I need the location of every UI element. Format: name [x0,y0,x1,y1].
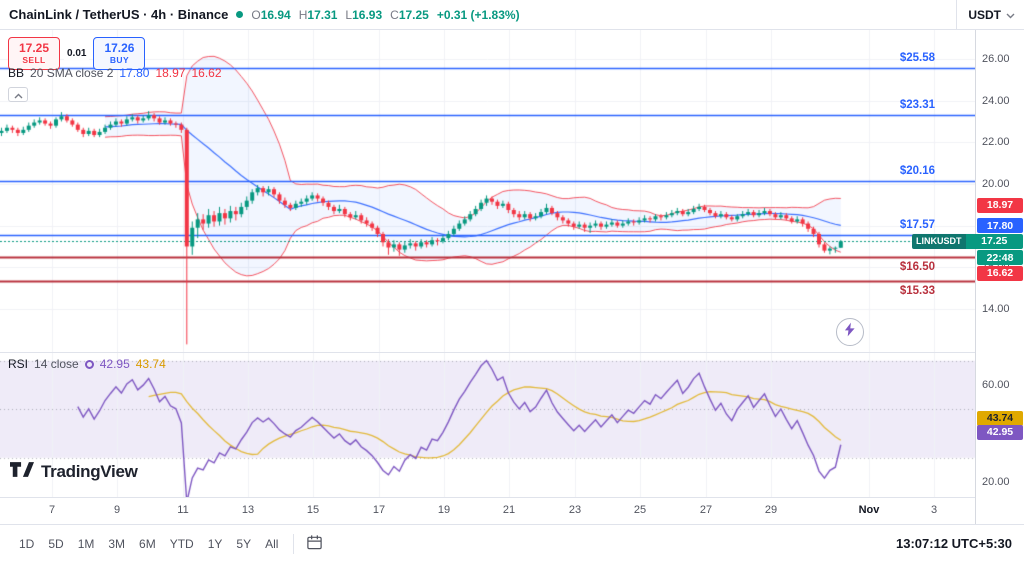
time-axis-tick: 25 [633,504,647,516]
currency-selector[interactable]: USDT [956,0,1015,29]
chart-header: ChainLink / TetherUS · 4h · Binance O16.… [0,0,1024,30]
rsi-value: 42.95 [99,357,130,371]
change-value: +0.31 (+1.83%) [436,7,520,22]
ohlc-readout: O16.94 H17.31 L16.93 C17.25 +0.31 (+1.83… [251,7,520,22]
market-status-dot [236,11,244,18]
range-button-5y[interactable]: 5Y [229,532,258,556]
bar-countdown-badge: 22:48 [977,250,1023,266]
rsi-axis-tick: 20.00 [982,476,1010,488]
time-axis-tick: 9 [113,504,121,516]
symbol-title[interactable]: ChainLink / TetherUS · 4h · Binance [9,7,229,22]
time-axis-tick: 23 [568,504,582,516]
price-axis-tick: 24.00 [982,94,1010,107]
rsi-ma-value: 43.74 [135,357,166,371]
rsi-indicator-legend[interactable]: RSI 14 close 42.95 43.74 [8,357,166,371]
time-axis-tick: 3 [930,504,938,516]
range-button-1d[interactable]: 1D [12,532,41,556]
time-axis-tick: 21 [502,504,516,516]
bb-basis-value: 17.80 [119,66,150,80]
range-button-ytd[interactable]: YTD [163,532,201,556]
time-axis-tick: 29 [764,504,778,516]
spread-value: 0.01 [64,47,90,60]
main-chart-canvas[interactable] [0,30,975,352]
price-axis-tick: 20.00 [982,177,1010,190]
range-button-5d[interactable]: 5D [41,532,70,556]
sell-button[interactable]: 17.25 SELL [8,37,60,70]
toolbar-divider [293,533,295,554]
time-axis-tick: 15 [306,504,320,516]
range-selector: 1D 5D 1M 3M 6M YTD 1Y 5Y All [12,532,285,556]
time-axis[interactable]: 7 9 11 13 15 17 19 21 23 25 27 29 Nov 3 [0,497,1024,524]
rsi-value-badge: 42.95 [977,424,1023,440]
pane-divider[interactable] [0,352,975,353]
chevron-down-icon [1006,8,1015,22]
clock[interactable]: 13:07:12 UTC+5:30 [896,536,1012,551]
lightning-icon [844,322,856,342]
quick-trade-button[interactable] [836,318,864,346]
rsi-pane-canvas[interactable] [0,353,975,497]
tradingview-logo[interactable]: TradingView [10,461,138,483]
rsi-value-badge: 43.74 [977,410,1023,426]
price-axis[interactable]: 26.0024.0022.0020.0018.0016.0014.0060.00… [912,30,1024,524]
bb-lower-value: 16.62 [191,66,222,80]
bottom-toolbar: 1D 5D 1M 3M 6M YTD 1Y 5Y All 13:07:12 UTC+5:30 [0,524,1024,562]
collapse-pane-button[interactable] [8,87,28,102]
indicator-price-badge: 16.62 [977,265,1023,281]
range-button-all[interactable]: All [258,532,285,556]
time-axis-tick: 19 [437,504,451,516]
time-axis-tick: Nov [858,504,880,516]
price-axis-tick: 22.00 [982,136,1010,149]
range-button-3m[interactable]: 3M [101,532,132,556]
chevron-up-icon [14,86,23,104]
rsi-axis-tick: 60.00 [982,379,1010,391]
time-axis-tick: 7 [48,504,56,516]
time-axis-tick: 27 [699,504,713,516]
bb-indicator-legend[interactable]: BB 20 SMA close 2 17.80 18.97 16.62 [8,66,222,80]
range-button-1y[interactable]: 1Y [201,532,230,556]
trade-panel: 17.25 SELL 0.01 17.26 BUY [8,37,146,70]
rsi-settings-icon[interactable] [84,359,94,369]
range-button-6m[interactable]: 6M [132,532,163,556]
buy-button[interactable]: 17.26 BUY [93,37,146,70]
time-axis-tick: 11 [177,504,189,516]
last-price-value: 17.25 [965,233,1023,249]
bb-upper-value: 18.97 [155,66,186,80]
last-price-badge: LINKUSDT 17.25 [912,233,1023,249]
price-axis-tick: 26.00 [982,53,1010,65]
calendar-icon [306,534,323,554]
time-axis-tick: 13 [241,504,255,516]
tradingview-logo-icon [10,461,34,483]
range-button-1m[interactable]: 1M [71,532,102,556]
indicator-price-badge: 17.80 [977,218,1023,234]
time-axis-tick: 17 [372,504,386,516]
symbol-tag: LINKUSDT [912,233,966,249]
price-axis-tick: 14.00 [982,302,1010,315]
indicator-price-badge: 18.97 [977,197,1023,213]
go-to-date-button[interactable] [302,530,327,558]
